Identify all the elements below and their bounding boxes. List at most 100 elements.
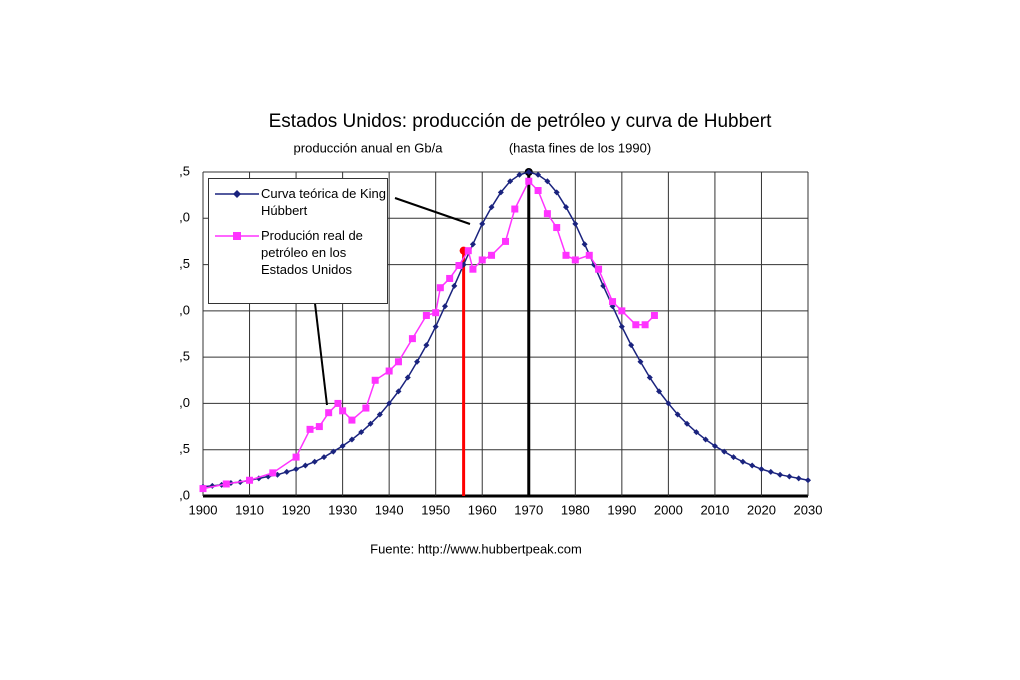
data-point — [628, 342, 635, 349]
data-point — [394, 358, 402, 366]
x-tick-label: 1930 — [328, 502, 357, 517]
data-point — [786, 473, 793, 480]
data-point — [502, 237, 509, 245]
x-tick-label: 1960 — [468, 502, 497, 517]
data-point — [348, 416, 356, 424]
data-point — [525, 177, 533, 185]
data-point — [358, 429, 365, 436]
data-point — [516, 171, 523, 178]
data-point — [293, 466, 300, 473]
data-point — [464, 247, 472, 255]
y-tick-label: ,5 — [179, 256, 190, 271]
data-point — [339, 443, 346, 450]
x-tick-label: 1970 — [514, 502, 543, 517]
data-point — [488, 204, 495, 211]
x-tick-label: 1980 — [561, 502, 590, 517]
chart-title: Estados Unidos: producción de petróleo y… — [269, 111, 772, 132]
data-point — [488, 251, 496, 259]
x-tick-label: 1900 — [189, 502, 218, 517]
x-tick-label: 1990 — [607, 502, 636, 517]
data-point — [535, 171, 542, 178]
data-point — [302, 462, 309, 469]
data-point — [497, 189, 504, 196]
data-point — [739, 458, 746, 465]
x-tick-label: 1940 — [375, 502, 404, 517]
chart-note: (hasta fines de los 1990) — [509, 140, 651, 155]
data-point — [730, 454, 737, 461]
data-point — [478, 256, 486, 264]
data-point — [665, 400, 672, 407]
data-point — [777, 471, 784, 478]
data-point — [572, 220, 579, 227]
data-point — [330, 448, 337, 455]
data-point — [362, 404, 370, 412]
data-point — [432, 323, 439, 330]
x-tick-label: 2020 — [747, 502, 776, 517]
data-point — [408, 335, 416, 343]
data-point — [283, 468, 290, 475]
data-point — [469, 265, 477, 273]
data-point — [674, 411, 681, 418]
legend-marker — [233, 232, 241, 240]
data-point — [562, 251, 570, 259]
legend-swatch — [215, 190, 259, 198]
x-tick-label: 2000 — [654, 502, 683, 517]
data-point — [311, 458, 318, 465]
data-point — [432, 309, 440, 317]
data-point — [199, 485, 207, 493]
data-point — [553, 189, 560, 196]
data-point — [711, 443, 718, 450]
data-point — [646, 374, 653, 381]
data-point — [469, 241, 476, 248]
y-tick-label: ,0 — [179, 210, 190, 225]
data-point — [637, 358, 644, 365]
x-tick-label: 2010 — [700, 502, 729, 517]
data-point — [325, 409, 333, 417]
data-point — [422, 311, 430, 319]
data-point — [451, 282, 458, 289]
source: Fuente: http://www.hubbertpeak.com — [370, 541, 582, 556]
chart-subtitle: producción anual en Gb/a — [294, 140, 444, 155]
data-point — [292, 453, 300, 461]
data-point — [339, 407, 347, 415]
data-point — [553, 224, 561, 232]
y-tick-label: ,0 — [179, 395, 190, 410]
legend-pointer — [394, 197, 471, 225]
data-point — [571, 256, 579, 264]
x-tick-label: 1920 — [282, 502, 311, 517]
legend-label: Produción real de petróleo en los Estado… — [261, 228, 363, 277]
y-tick-label: ,5 — [179, 349, 190, 364]
data-point — [404, 374, 411, 381]
legend-marker — [233, 190, 241, 198]
data-point — [595, 265, 603, 273]
data-point — [609, 298, 617, 306]
data-point — [534, 187, 542, 195]
y-tick-label: ,0 — [179, 302, 190, 317]
data-point — [693, 429, 700, 436]
x-tick-label: 2030 — [794, 502, 823, 517]
data-point — [585, 251, 593, 259]
y-tick-label: ,0 — [179, 487, 190, 502]
data-point — [222, 480, 230, 488]
data-point — [767, 468, 774, 475]
data-point — [446, 274, 454, 282]
data-point — [386, 400, 393, 407]
data-point — [563, 204, 569, 211]
data-point — [702, 436, 709, 443]
data-point — [721, 448, 728, 455]
data-point — [423, 342, 430, 349]
legend-swatch — [215, 232, 259, 240]
data-point — [436, 284, 444, 292]
data-point — [507, 178, 514, 185]
data-point — [749, 462, 756, 469]
legend-label: Curva teórica de King Húbbert — [261, 186, 387, 218]
x-tick-label: 1910 — [235, 502, 264, 517]
data-point — [618, 307, 626, 315]
legend: Curva teórica de King Húbbert Produción r… — [208, 178, 388, 304]
data-point — [632, 321, 640, 329]
data-point — [618, 323, 625, 330]
data-point — [525, 169, 532, 175]
x-tick-label: 1950 — [421, 502, 450, 517]
data-point — [246, 476, 254, 484]
